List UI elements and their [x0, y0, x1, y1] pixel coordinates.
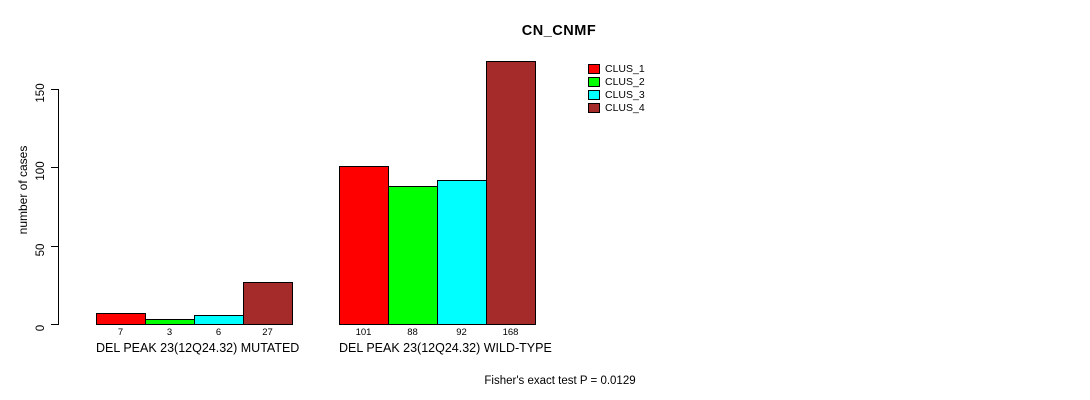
bar-clus_3 — [437, 180, 487, 325]
bar-value-label: 7 — [117, 327, 124, 338]
x-axis-group-label: DEL PEAK 23(12Q24.32) MUTATED — [96, 341, 300, 355]
y-axis-tick — [51, 167, 58, 168]
legend-label: CLUS_1 — [605, 62, 645, 75]
bar-clus_4 — [486, 61, 536, 325]
y-axis-tick — [51, 324, 58, 325]
legend-item-clus_4: CLUS_4 — [588, 101, 645, 114]
y-axis-tick — [51, 246, 58, 247]
legend-swatch-icon — [588, 63, 600, 74]
bar-value-label: 6 — [215, 327, 222, 338]
bar-value-label: 92 — [456, 327, 467, 338]
y-axis-line — [58, 89, 59, 325]
bar-clus_3 — [194, 315, 244, 325]
legend-swatch-icon — [588, 102, 600, 113]
legend-swatch-icon — [588, 76, 600, 87]
bar-value-label: 27 — [262, 327, 273, 338]
bar-clus_2 — [145, 319, 195, 325]
legend-swatch-icon — [588, 89, 600, 100]
bar-clus_2 — [388, 186, 438, 325]
legend-label: CLUS_4 — [605, 101, 645, 114]
legend: CLUS_1 CLUS_2 CLUS_3 CLUS_4 — [588, 62, 645, 114]
bar-clus_4 — [243, 282, 293, 325]
legend-item-clus_3: CLUS_3 — [588, 88, 645, 101]
bar-clus_1 — [339, 166, 389, 325]
bar-value-label: 88 — [407, 327, 418, 338]
legend-item-clus_1: CLUS_1 — [588, 62, 645, 75]
legend-item-clus_2: CLUS_2 — [588, 75, 645, 88]
legend-label: CLUS_3 — [605, 88, 645, 101]
bar-value-label: 101 — [355, 327, 372, 338]
y-axis-tick — [51, 89, 58, 90]
x-axis-group-label: DEL PEAK 23(12Q24.32) WILD-TYPE — [339, 341, 552, 355]
bar-value-label: 3 — [166, 327, 173, 338]
bar-clus_1 — [96, 313, 146, 325]
legend-label: CLUS_2 — [605, 75, 645, 88]
bar-value-label: 168 — [502, 327, 519, 338]
